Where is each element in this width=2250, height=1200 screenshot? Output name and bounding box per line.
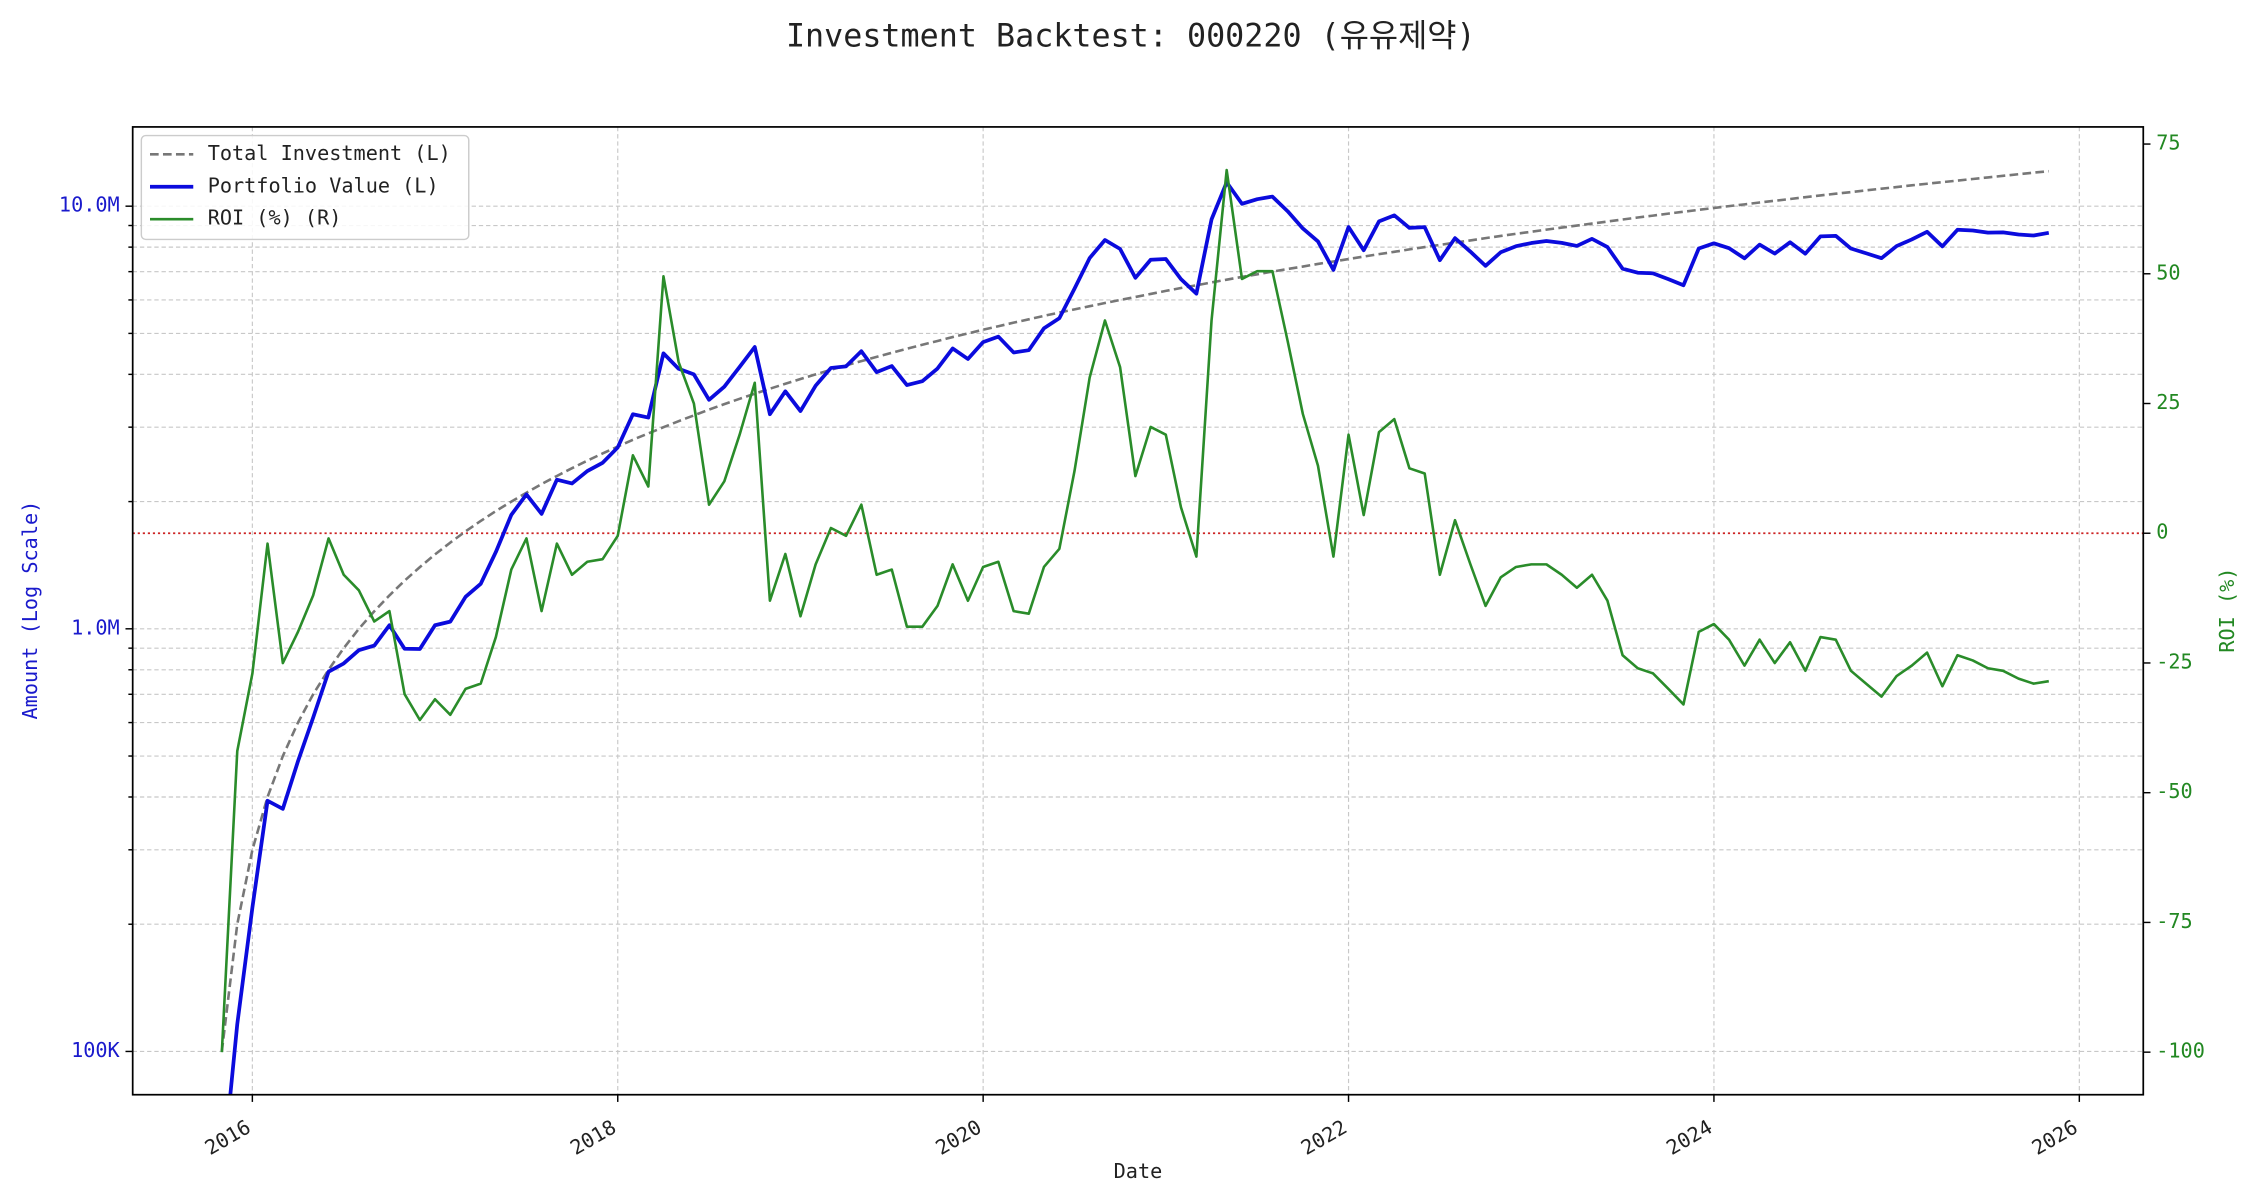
legend-label: Portfolio Value (L) — [208, 173, 439, 197]
series-line — [220, 169, 2049, 1052]
y2-tick-label: 0 — [2156, 520, 2168, 544]
y2-tick-label: 50 — [2156, 260, 2180, 284]
y2-tick-label: -50 — [2156, 779, 2192, 803]
x-tick-label: 2022 — [1297, 1115, 1351, 1160]
y2-tick-label: 75 — [2156, 131, 2180, 155]
y2-axis-label: ROI (%) — [2215, 568, 2239, 653]
legend-box — [140, 134, 470, 241]
y2-tick-label: -100 — [2156, 1039, 2205, 1063]
x-tick-label: 2020 — [931, 1115, 985, 1160]
chart-title: Investment Backtest: 000220 (유유제약) — [786, 19, 1476, 55]
plot-frame — [131, 126, 2145, 1096]
y-axis-label: Amount (Log Scale) — [18, 501, 42, 720]
x-tick-label: 2018 — [566, 1115, 620, 1160]
y-tick-label: 1.0M — [71, 615, 120, 639]
y-tick-label: 10.0M — [59, 193, 120, 217]
series-line — [220, 168, 2050, 1053]
series-line — [228, 180, 2050, 1095]
legend-label: Total Investment (L) — [208, 141, 451, 165]
x-tick-label: 2026 — [2028, 1115, 2082, 1160]
x-tick-label: 2024 — [1662, 1115, 1716, 1160]
plot-area — [220, 168, 2050, 1095]
y-tick-label: 100K — [71, 1038, 120, 1062]
y2-tick-label: -25 — [2156, 649, 2192, 673]
y2-tick-label: -75 — [2156, 909, 2192, 933]
y2-tick-label: 25 — [2156, 390, 2180, 414]
x-axis-label: Date — [1114, 1159, 1163, 1183]
x-tick-label: 2016 — [201, 1115, 255, 1160]
legend-label: ROI (%) (R) — [208, 206, 342, 230]
